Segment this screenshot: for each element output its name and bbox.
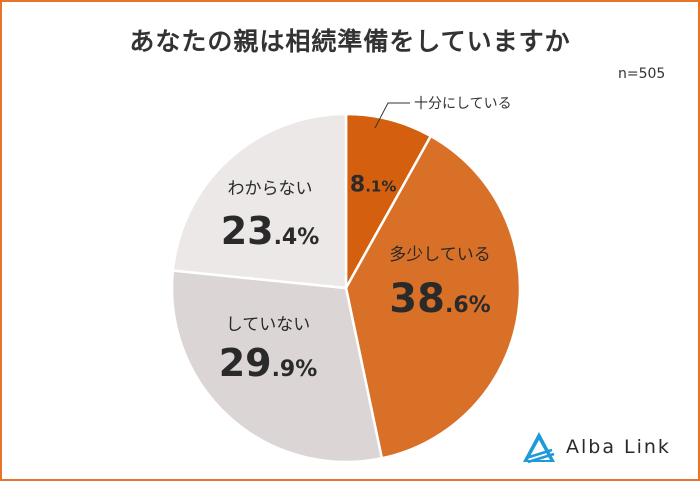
pie-slice-2	[344, 134, 522, 460]
brand-logo: Alba Link	[522, 430, 671, 464]
slice-value-3: 29.9%	[219, 341, 318, 385]
pie-slice-3	[170, 269, 384, 464]
slice-value-1: 8.1%	[350, 173, 396, 198]
alba-link-logo-icon	[523, 432, 555, 464]
slice-label-4: わからない	[228, 179, 313, 199]
leader-line	[374, 102, 410, 129]
slice-value-4: 23.4%	[221, 209, 320, 253]
brand-name: Alba Link	[566, 436, 671, 458]
slice-label-2: 多少している	[389, 245, 491, 265]
slice-label-1: 十分にしている	[414, 96, 512, 112]
slice-label-3: していない	[226, 315, 311, 335]
chart-title: あなたの親は相続準備をしていますか	[129, 27, 571, 56]
sample-size: n=505	[618, 66, 666, 82]
pie-slice-4	[171, 112, 348, 290]
pie-slice-1	[344, 112, 433, 293]
slice-value-2: 38.6%	[389, 276, 490, 322]
